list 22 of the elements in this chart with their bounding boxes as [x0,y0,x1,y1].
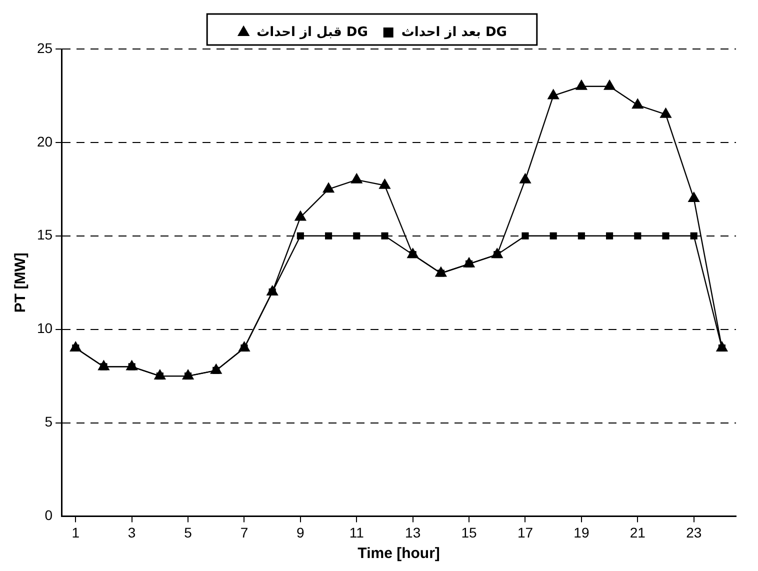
y-tick-label: 25 [36,40,53,56]
y-tick-label: 20 [36,133,53,150]
y-tick-label: 15 [36,226,53,243]
x-tick-label: 9 [296,524,305,540]
x-tick-label: 3 [128,524,136,540]
x-tick-label: 1 [72,524,80,540]
y-tick-label: 10 [36,320,53,336]
x-tick-label: 5 [184,524,192,540]
y-axis-title: PT [MW] [12,252,30,313]
x-axis-title: Time [hour] [358,545,440,562]
legend-label: بعد از احداث DG [401,24,507,40]
x-tick-label: 11 [349,524,364,540]
x-tick-label: 23 [686,524,702,540]
legend-label: قبل از احداث DG [256,24,368,40]
y-tick-label: 0 [44,507,53,524]
x-tick-label: 21 [630,524,646,540]
x-tick-label: 19 [574,524,590,540]
x-tick-label: 15 [461,524,478,540]
y-tick-label: 5 [44,414,53,430]
x-tick-label: 17 [517,524,534,540]
x-tick-label: 7 [240,524,248,540]
x-tick-label: 13 [405,524,421,540]
